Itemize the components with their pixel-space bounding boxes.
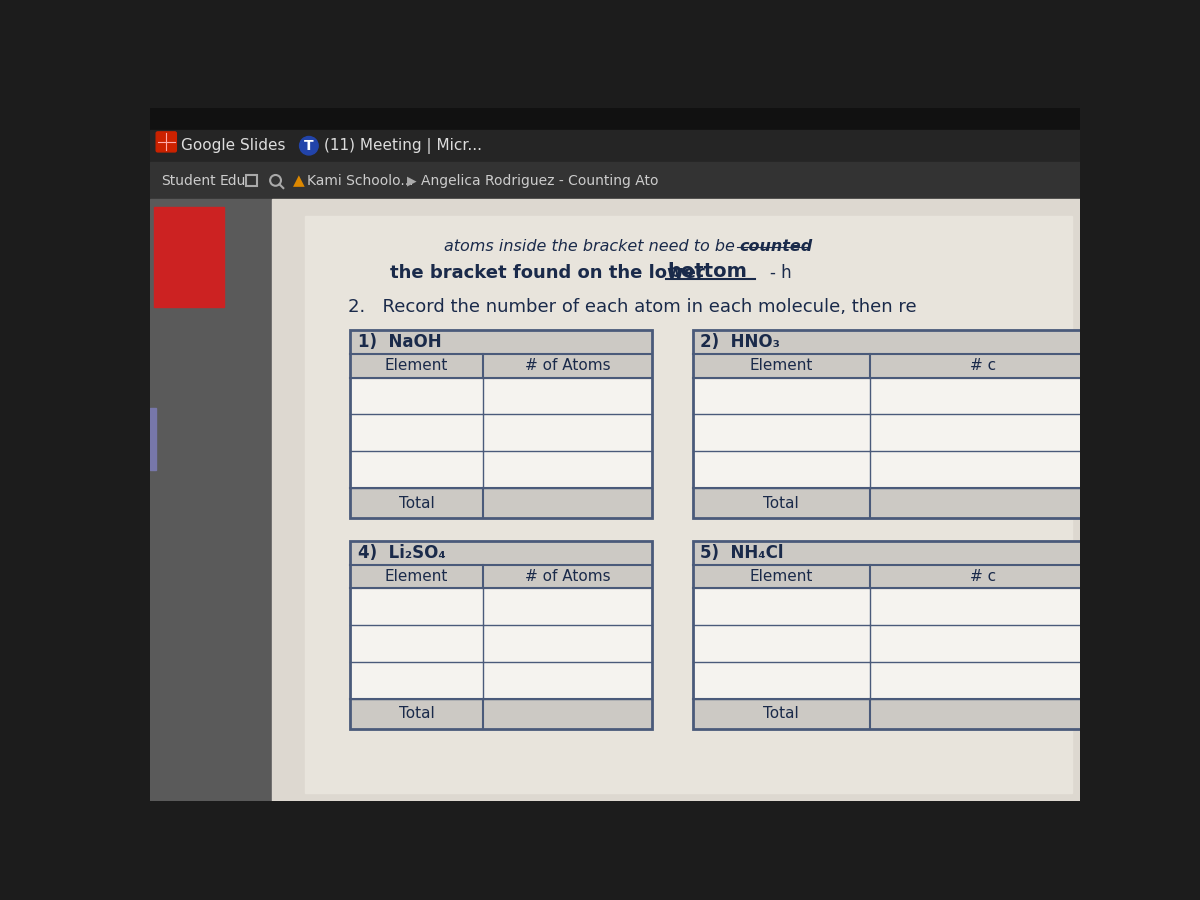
Bar (150, 409, 156, 470)
Bar (692, 541, 1096, 729)
Text: Edu: Edu (220, 175, 246, 188)
Bar (150, 108, 1080, 130)
Bar (154, 207, 223, 307)
Text: # c: # c (970, 570, 996, 584)
Bar (692, 541, 1096, 565)
Bar (350, 329, 653, 518)
Bar (692, 329, 1096, 518)
Bar (692, 489, 1096, 518)
Bar (692, 355, 1096, 377)
Bar (692, 329, 1096, 518)
Text: # of Atoms: # of Atoms (524, 358, 611, 374)
Text: Angelica Rodriguez - Counting Ato: Angelica Rodriguez - Counting Ato (421, 175, 659, 188)
Bar (305, 216, 1073, 793)
Bar (246, 175, 257, 185)
Text: Total: Total (763, 706, 799, 722)
Bar (692, 541, 1096, 729)
Bar (350, 329, 653, 518)
Text: counted: counted (739, 239, 812, 254)
Bar (350, 541, 653, 565)
Text: T: T (304, 139, 313, 153)
Text: # c: # c (970, 358, 996, 374)
Text: 2.   Record the number of each atom in each molecule, then re: 2. Record the number of each atom in eac… (348, 298, 917, 316)
Bar (350, 355, 653, 377)
Bar (692, 699, 1096, 729)
Text: Element: Element (750, 358, 812, 374)
Text: ▶: ▶ (407, 175, 416, 188)
Bar (150, 130, 1080, 162)
Bar (692, 565, 1096, 589)
Bar (150, 199, 272, 801)
Text: 4)  Li₂SO₄: 4) Li₂SO₄ (358, 544, 445, 562)
Text: 5)  NH₄Cl: 5) NH₄Cl (701, 544, 784, 562)
Text: Element: Element (750, 570, 812, 584)
FancyBboxPatch shape (156, 132, 176, 152)
Text: bottom: bottom (667, 262, 748, 281)
Text: Element: Element (385, 358, 448, 374)
Text: Total: Total (398, 706, 434, 722)
Text: - h: - h (770, 264, 792, 282)
Text: 2)  HNO₃: 2) HNO₃ (701, 333, 780, 351)
Bar (350, 565, 653, 589)
Text: ▲: ▲ (293, 174, 305, 189)
Text: Google Slides: Google Slides (181, 139, 286, 153)
Text: Kami Schoolo...: Kami Schoolo... (306, 175, 413, 188)
Text: atoms inside the bracket need to be: atoms inside the bracket need to be (444, 239, 736, 254)
Bar (350, 541, 653, 729)
Bar (350, 699, 653, 729)
Text: Element: Element (385, 570, 448, 584)
Text: (11) Meeting | Micr...: (11) Meeting | Micr... (324, 138, 482, 154)
Bar (272, 199, 1080, 801)
Text: the bracket found on the lower: the bracket found on the lower (390, 264, 706, 282)
Text: Total: Total (763, 496, 799, 510)
Bar (150, 162, 1080, 199)
Bar (692, 329, 1096, 355)
Bar (350, 541, 653, 729)
Bar (350, 329, 653, 355)
Text: Student: Student (162, 175, 216, 188)
Text: 1)  NaOH: 1) NaOH (358, 333, 442, 351)
Text: # of Atoms: # of Atoms (524, 570, 611, 584)
Text: Total: Total (398, 496, 434, 510)
Bar (350, 489, 653, 518)
Circle shape (300, 137, 318, 155)
